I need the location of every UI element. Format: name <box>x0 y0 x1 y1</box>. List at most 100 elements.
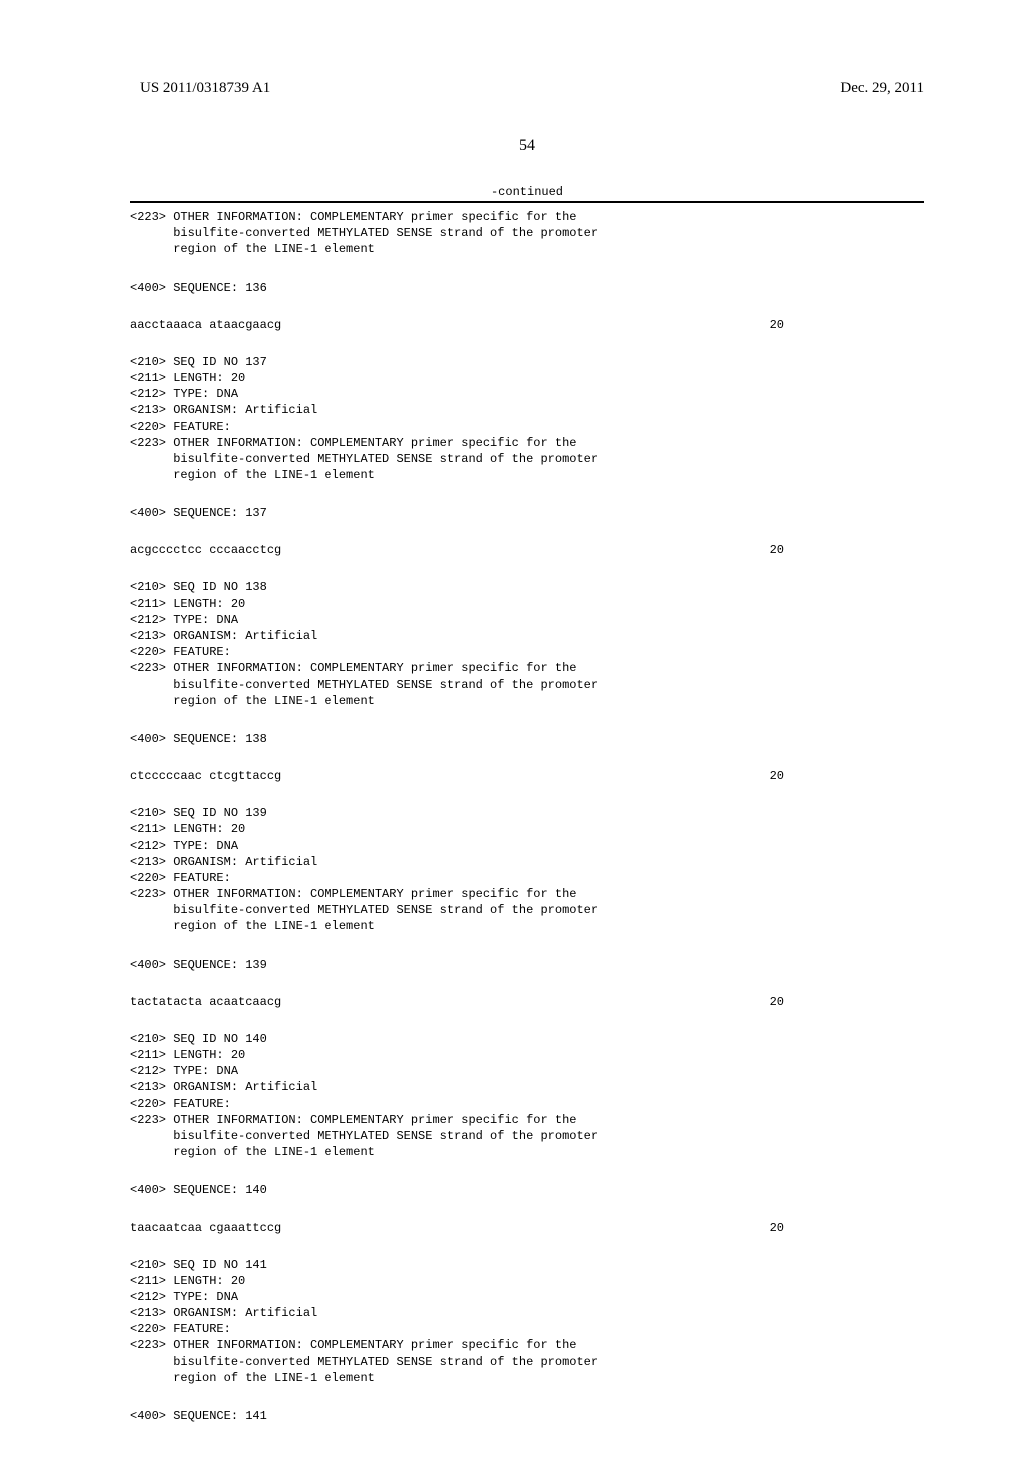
info-line-3: region of the LINE-1 element <box>130 468 375 482</box>
seq-entry-140-400: <400> SEQUENCE: 140 <box>130 1182 924 1198</box>
tag-210-prefix: <210> SEQ ID NO <box>130 1032 245 1046</box>
info-line-2: bisulfite-converted METHYLATED SENSE str… <box>130 226 598 240</box>
length-value: 20 <box>231 1048 245 1062</box>
seq-number: 138 <box>245 732 267 746</box>
seq-entry-137-sequence: acgcccctcc cccaacctcg 20 <box>130 543 924 557</box>
tag-212-prefix: <212> TYPE: <box>130 1064 216 1078</box>
tag-223: <223> OTHER INFORMATION: COMPLEMENTARY p… <box>130 436 576 450</box>
type-value: DNA <box>216 1064 238 1078</box>
seq-number: 140 <box>245 1183 267 1197</box>
sequence-length: 20 <box>770 769 784 783</box>
info-line-3: region of the LINE-1 element <box>130 1145 375 1159</box>
tag-400-prefix: <400> SEQUENCE: <box>130 281 245 295</box>
seq-entry-139-sequence: tactatacta acaatcaacg 20 <box>130 995 924 1009</box>
type-value: DNA <box>216 1290 238 1304</box>
organism-value: Artificial <box>245 629 317 643</box>
tag-212-prefix: <212> TYPE: <box>130 613 216 627</box>
sequence-length: 20 <box>770 318 784 332</box>
seq-number: 137 <box>245 506 267 520</box>
tag-212-prefix: <212> TYPE: <box>130 1290 216 1304</box>
seq-entry-141-400: <400> SEQUENCE: 141 <box>130 1408 924 1424</box>
length-value: 20 <box>231 371 245 385</box>
sequence-listing: <223> OTHER INFORMATION: COMPLEMENTARY p… <box>130 209 924 1424</box>
patent-page: US 2011/0318739 A1 Dec. 29, 2011 54 -con… <box>0 0 1024 1484</box>
seq-id: 137 <box>245 355 267 369</box>
tag-220: <220> FEATURE: <box>130 645 231 659</box>
seq-entry-139-header: <210> SEQ ID NO 139 <211> LENGTH: 20 <21… <box>130 805 924 935</box>
type-value: DNA <box>216 839 238 853</box>
info-line-2: bisulfite-converted METHYLATED SENSE str… <box>130 678 598 692</box>
sequence-text: taacaatcaa cgaaattccg <box>130 1221 281 1235</box>
sequence-text: tactatacta acaatcaacg <box>130 995 281 1009</box>
tag-400-prefix: <400> SEQUENCE: <box>130 958 245 972</box>
info-line-2: bisulfite-converted METHYLATED SENSE str… <box>130 1355 598 1369</box>
tag-400-prefix: <400> SEQUENCE: <box>130 732 245 746</box>
seq-entry-141-header: <210> SEQ ID NO 141 <211> LENGTH: 20 <21… <box>130 1257 924 1387</box>
tag-223: <223> OTHER INFORMATION: COMPLEMENTARY p… <box>130 210 576 224</box>
seq-entry-138-header: <210> SEQ ID NO 138 <211> LENGTH: 20 <21… <box>130 579 924 709</box>
seq-entry-136-sequence: aacctaaaca ataacgaacg 20 <box>130 318 924 332</box>
tag-220: <220> FEATURE: <box>130 1097 231 1111</box>
tag-400-prefix: <400> SEQUENCE: <box>130 1183 245 1197</box>
organism-value: Artificial <box>245 403 317 417</box>
tag-223: <223> OTHER INFORMATION: COMPLEMENTARY p… <box>130 1113 576 1127</box>
tag-223: <223> OTHER INFORMATION: COMPLEMENTARY p… <box>130 1338 576 1352</box>
tag-211-prefix: <211> LENGTH: <box>130 1048 231 1062</box>
seq-entry-137-400: <400> SEQUENCE: 137 <box>130 505 924 521</box>
publication-date: Dec. 29, 2011 <box>840 80 924 97</box>
length-value: 20 <box>231 597 245 611</box>
tag-220: <220> FEATURE: <box>130 1322 231 1336</box>
tag-400-prefix: <400> SEQUENCE: <box>130 506 245 520</box>
tag-213-prefix: <213> ORGANISM: <box>130 403 245 417</box>
tag-213-prefix: <213> ORGANISM: <box>130 629 245 643</box>
tag-211-prefix: <211> LENGTH: <box>130 371 231 385</box>
seq-entry-136-info: <223> OTHER INFORMATION: COMPLEMENTARY p… <box>130 209 924 258</box>
tag-220: <220> FEATURE: <box>130 420 231 434</box>
seq-id: 141 <box>245 1258 267 1272</box>
info-line-3: region of the LINE-1 element <box>130 694 375 708</box>
tag-211-prefix: <211> LENGTH: <box>130 1274 231 1288</box>
tag-212-prefix: <212> TYPE: <box>130 839 216 853</box>
tag-213-prefix: <213> ORGANISM: <box>130 1306 245 1320</box>
tag-223: <223> OTHER INFORMATION: COMPLEMENTARY p… <box>130 887 576 901</box>
info-line-2: bisulfite-converted METHYLATED SENSE str… <box>130 1129 598 1143</box>
organism-value: Artificial <box>245 1080 317 1094</box>
length-value: 20 <box>231 822 245 836</box>
tag-210-prefix: <210> SEQ ID NO <box>130 806 245 820</box>
tag-213-prefix: <213> ORGANISM: <box>130 1080 245 1094</box>
tag-400-prefix: <400> SEQUENCE: <box>130 1409 245 1423</box>
type-value: DNA <box>216 387 238 401</box>
publication-number: US 2011/0318739 A1 <box>140 80 270 97</box>
tag-210-prefix: <210> SEQ ID NO <box>130 355 245 369</box>
tag-213-prefix: <213> ORGANISM: <box>130 855 245 869</box>
sequence-text: aacctaaaca ataacgaacg <box>130 318 281 332</box>
seq-id: 139 <box>245 806 267 820</box>
seq-id: 138 <box>245 580 267 594</box>
seq-number: 136 <box>245 281 267 295</box>
info-line-2: bisulfite-converted METHYLATED SENSE str… <box>130 452 598 466</box>
seq-entry-140-header: <210> SEQ ID NO 140 <211> LENGTH: 20 <21… <box>130 1031 924 1161</box>
sequence-text: acgcccctcc cccaacctcg <box>130 543 281 557</box>
seq-entry-140-sequence: taacaatcaa cgaaattccg 20 <box>130 1221 924 1235</box>
sequence-length: 20 <box>770 543 784 557</box>
tag-210-prefix: <210> SEQ ID NO <box>130 1258 245 1272</box>
seq-number: 139 <box>245 958 267 972</box>
seq-entry-139-400: <400> SEQUENCE: 139 <box>130 957 924 973</box>
sequence-length: 20 <box>770 1221 784 1235</box>
seq-id: 140 <box>245 1032 267 1046</box>
sequence-length: 20 <box>770 995 784 1009</box>
tag-220: <220> FEATURE: <box>130 871 231 885</box>
length-value: 20 <box>231 1274 245 1288</box>
horizontal-rule <box>130 201 924 203</box>
tag-212-prefix: <212> TYPE: <box>130 387 216 401</box>
seq-entry-138-sequence: ctcccccaac ctcgttaccg 20 <box>130 769 924 783</box>
type-value: DNA <box>216 613 238 627</box>
seq-entry-136-400: <400> SEQUENCE: 136 <box>130 280 924 296</box>
tag-223: <223> OTHER INFORMATION: COMPLEMENTARY p… <box>130 661 576 675</box>
info-line-3: region of the LINE-1 element <box>130 242 375 256</box>
seq-entry-137-header: <210> SEQ ID NO 137 <211> LENGTH: 20 <21… <box>130 354 924 484</box>
info-line-3: region of the LINE-1 element <box>130 919 375 933</box>
organism-value: Artificial <box>245 1306 317 1320</box>
tag-211-prefix: <211> LENGTH: <box>130 822 231 836</box>
info-line-3: region of the LINE-1 element <box>130 1371 375 1385</box>
